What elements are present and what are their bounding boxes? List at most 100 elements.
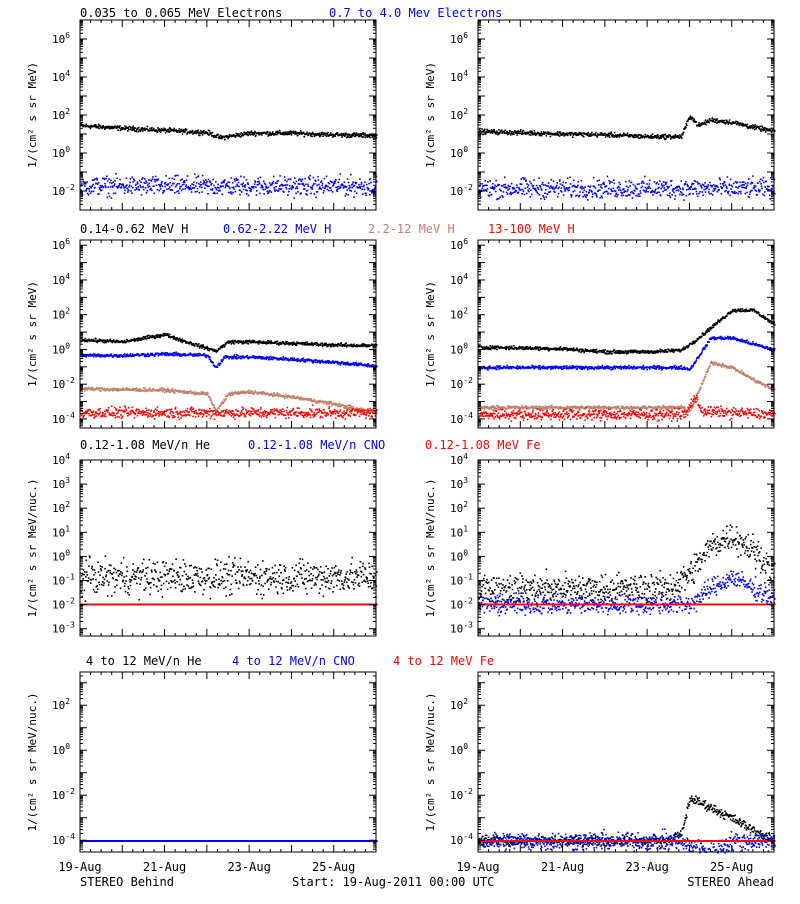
data-point bbox=[243, 340, 245, 342]
data-point bbox=[609, 181, 611, 183]
data-point bbox=[743, 187, 745, 189]
data-point bbox=[335, 181, 337, 183]
data-point bbox=[491, 194, 493, 196]
data-point bbox=[734, 193, 736, 195]
data-point bbox=[321, 185, 323, 187]
data-point bbox=[128, 129, 130, 131]
data-point bbox=[180, 131, 182, 133]
data-point bbox=[293, 197, 295, 199]
data-point bbox=[639, 183, 641, 185]
data-point bbox=[301, 396, 303, 398]
data-point bbox=[610, 189, 612, 191]
data-point bbox=[740, 191, 742, 193]
data-point bbox=[658, 187, 660, 189]
data-point bbox=[741, 185, 743, 187]
data-point bbox=[186, 393, 188, 395]
data-point bbox=[591, 191, 593, 193]
data-point bbox=[93, 179, 95, 181]
data-point bbox=[105, 185, 107, 187]
data-point bbox=[760, 178, 762, 180]
data-point bbox=[305, 184, 307, 186]
data-point bbox=[213, 185, 215, 187]
data-point bbox=[524, 178, 526, 180]
data-point bbox=[632, 197, 634, 199]
data-point bbox=[112, 181, 114, 183]
data-point bbox=[338, 182, 340, 184]
data-point bbox=[768, 186, 770, 188]
data-point bbox=[513, 133, 515, 135]
data-point bbox=[769, 198, 771, 200]
data-point bbox=[752, 175, 754, 177]
data-point bbox=[510, 192, 512, 194]
data-point bbox=[739, 182, 741, 184]
data-point bbox=[304, 188, 306, 190]
data-point bbox=[153, 388, 155, 390]
data-point bbox=[247, 184, 249, 186]
data-point bbox=[660, 137, 662, 139]
data-point bbox=[183, 392, 185, 394]
data-point bbox=[703, 189, 705, 191]
data-point bbox=[311, 136, 313, 138]
data-point bbox=[98, 340, 100, 342]
data-point bbox=[364, 182, 366, 184]
data-point bbox=[681, 135, 683, 137]
data-point bbox=[618, 189, 620, 191]
data-point bbox=[114, 180, 116, 182]
data-point bbox=[650, 137, 652, 139]
data-point bbox=[233, 343, 235, 345]
data-point bbox=[606, 185, 608, 187]
data-point bbox=[364, 133, 366, 135]
data-point bbox=[668, 186, 670, 188]
data-point bbox=[659, 192, 661, 194]
data-point bbox=[366, 194, 368, 196]
data-point bbox=[174, 192, 176, 194]
data-point bbox=[132, 181, 134, 183]
data-point bbox=[283, 191, 285, 193]
data-point bbox=[727, 176, 729, 178]
data-point bbox=[563, 186, 565, 188]
data-point bbox=[526, 183, 528, 185]
data-point bbox=[506, 192, 508, 194]
data-point bbox=[712, 185, 714, 187]
data-point bbox=[304, 178, 306, 180]
data-point bbox=[101, 185, 103, 187]
data-point bbox=[183, 181, 185, 183]
data-point bbox=[573, 180, 575, 182]
data-point bbox=[175, 351, 177, 353]
data-point bbox=[190, 185, 192, 187]
data-point bbox=[139, 185, 141, 187]
data-point bbox=[588, 191, 590, 193]
data-point bbox=[753, 127, 755, 129]
data-point bbox=[647, 135, 649, 137]
data-point bbox=[649, 180, 651, 182]
data-point bbox=[572, 132, 574, 134]
data-point bbox=[314, 399, 316, 401]
data-point bbox=[194, 173, 196, 175]
data-point bbox=[537, 187, 539, 189]
data-point bbox=[663, 185, 665, 187]
data-point bbox=[248, 390, 250, 392]
y-tick-label: 100 bbox=[52, 145, 70, 160]
data-point bbox=[192, 187, 194, 189]
data-point bbox=[332, 191, 334, 193]
data-point bbox=[702, 194, 704, 196]
data-point bbox=[708, 189, 710, 191]
data-point bbox=[604, 133, 606, 135]
data-point bbox=[358, 184, 360, 186]
data-point bbox=[306, 194, 308, 196]
data-point bbox=[117, 178, 119, 180]
data-point bbox=[520, 131, 522, 133]
data-point bbox=[321, 343, 323, 345]
data-point bbox=[276, 183, 278, 185]
data-point bbox=[702, 191, 704, 193]
data-point bbox=[172, 388, 174, 390]
data-point bbox=[678, 190, 680, 192]
data-point bbox=[699, 191, 701, 193]
data-point bbox=[539, 194, 541, 196]
data-point bbox=[671, 194, 673, 196]
data-point bbox=[728, 191, 730, 193]
data-point bbox=[583, 187, 585, 189]
data-point bbox=[499, 196, 501, 198]
data-point bbox=[255, 181, 257, 183]
data-point bbox=[178, 190, 180, 192]
